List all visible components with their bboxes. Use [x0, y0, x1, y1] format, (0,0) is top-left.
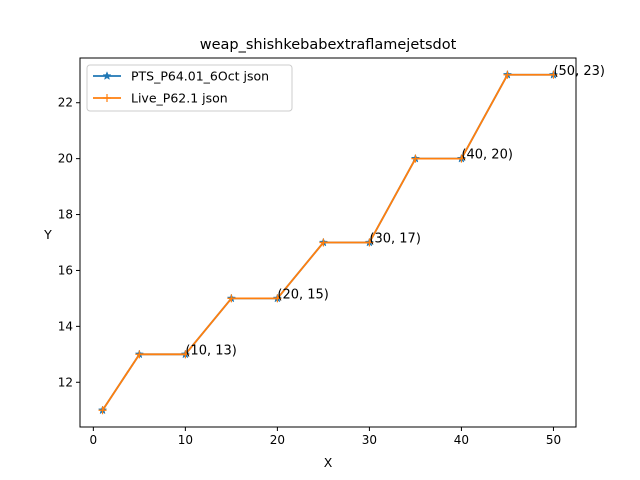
legend-marker [103, 94, 111, 102]
data-point [273, 294, 282, 303]
y-tick-label: 20 [58, 152, 73, 166]
data-label: (40, 20) [461, 148, 512, 163]
x-tick-label: 20 [270, 433, 285, 447]
series-2 [98, 70, 558, 415]
data-label: (10, 13) [185, 343, 237, 358]
x-tick-label: 10 [178, 433, 193, 447]
x-tick-label: 40 [454, 433, 469, 447]
data-point [181, 350, 190, 359]
data-point [549, 70, 558, 79]
y-axis-label: Y [43, 227, 52, 242]
y-tick-label: 12 [58, 375, 73, 389]
data-point [98, 406, 107, 415]
legend-label: PTS_P64.01_6Oct json [131, 69, 269, 84]
data-point [135, 350, 144, 359]
data-label: (20, 15) [277, 287, 329, 302]
legend-label: Live_P62.1 json [131, 91, 228, 106]
data-point [457, 154, 466, 163]
legend-box [86, 64, 293, 112]
y-tick-label: 16 [58, 263, 73, 277]
legend-marker [102, 71, 112, 80]
data-point [503, 70, 512, 79]
legend-entry: Live_P62.1 json [93, 91, 228, 106]
data-point [319, 238, 328, 247]
x-axis-label: X [324, 455, 333, 470]
data-point [365, 238, 374, 247]
y-tick-label: 18 [58, 208, 73, 222]
data-point [227, 294, 236, 303]
chart-title: weap_shishkebabextraflamejetsdot [200, 37, 457, 53]
x-tick-label: 50 [546, 433, 561, 447]
data-point [411, 154, 420, 163]
data-label: (30, 17) [369, 232, 421, 247]
x-tick-label: 0 [90, 433, 98, 447]
y-tick-label: 14 [58, 319, 73, 333]
data-label: (50, 23) [553, 64, 605, 79]
plot-frame [79, 57, 577, 428]
x-tick-label: 30 [362, 433, 377, 447]
y-tick-label: 22 [58, 96, 73, 110]
series-line [101, 73, 554, 411]
legend-entry: PTS_P64.01_6Oct json [93, 69, 269, 84]
legend: PTS_P64.01_6Oct json Live_P62.1 json [86, 64, 293, 112]
